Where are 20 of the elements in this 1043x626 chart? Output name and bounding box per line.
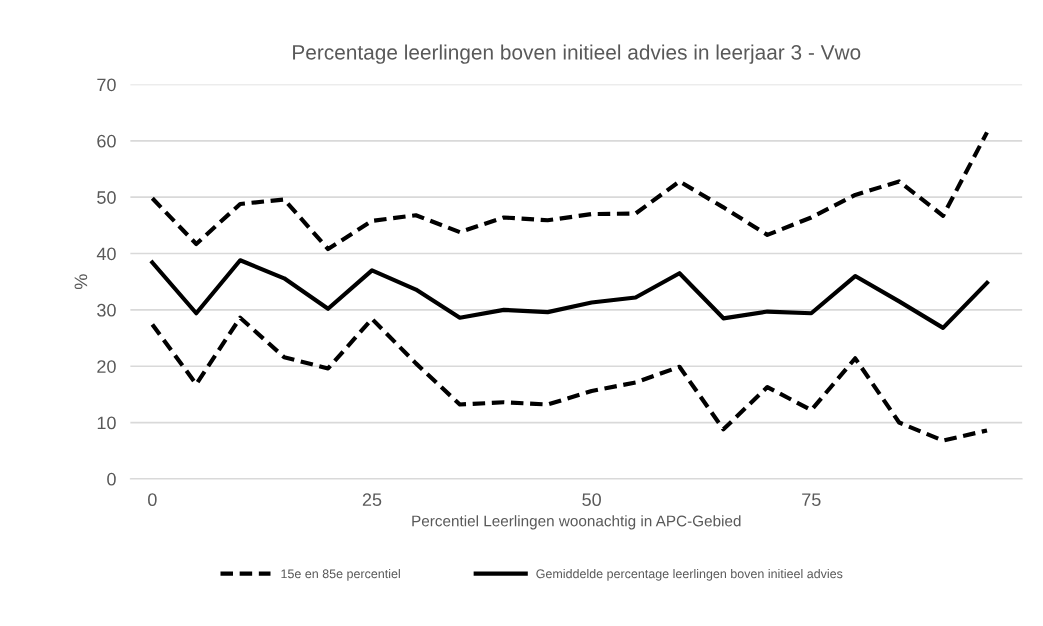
chart-title: Percentage leerlingen boven initieel advies in leerjaar 3 - Vwo xyxy=(293,44,861,64)
x-tick-label: 75 xyxy=(802,493,821,507)
line-series xyxy=(150,315,990,443)
y-tick-label: 40 xyxy=(96,247,116,261)
legend-label: 15e en 85e percentiel xyxy=(281,569,400,581)
y-tick-label: 20 xyxy=(97,360,116,373)
y-tick-label: 0 xyxy=(107,472,116,486)
x-axis-title: Percentiel Leerlingen woonachtig in APC-Gebied xyxy=(412,515,741,530)
x-tick-label: 25 xyxy=(362,493,382,507)
y-tick-label: 50 xyxy=(97,191,116,204)
legend-label: Gemiddelde percentage leerlingen boven initieel advies xyxy=(536,569,843,581)
y-tick-label: 30 xyxy=(97,303,116,317)
y-tick-label: 60 xyxy=(97,134,116,148)
x-tick-label: 50 xyxy=(582,493,601,507)
line-series xyxy=(150,130,990,252)
y-axis-title: % xyxy=(74,274,88,290)
x-tick-label: 0 xyxy=(148,493,157,507)
y-tick-label: 70 xyxy=(97,78,116,92)
line-series xyxy=(150,258,990,330)
y-tick-label: 10 xyxy=(97,416,116,430)
